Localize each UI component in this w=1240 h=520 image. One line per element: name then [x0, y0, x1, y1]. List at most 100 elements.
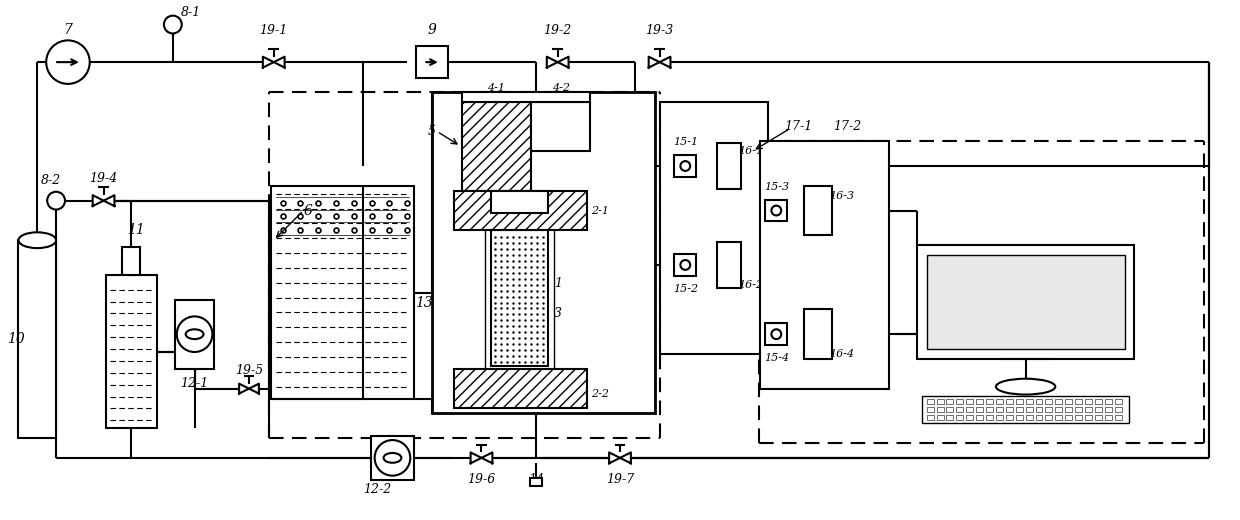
- Bar: [1105, 415, 1112, 420]
- Bar: [976, 407, 983, 412]
- Bar: [675, 254, 696, 276]
- Bar: [1095, 415, 1102, 420]
- Text: 8-1: 8-1: [181, 6, 201, 19]
- Bar: [966, 407, 973, 412]
- Bar: [956, 415, 963, 420]
- Bar: [804, 186, 832, 235]
- Bar: [1055, 399, 1063, 405]
- Bar: [966, 415, 973, 420]
- Bar: [986, 415, 993, 420]
- Bar: [270, 186, 414, 398]
- Bar: [1006, 399, 1013, 405]
- Bar: [921, 396, 1130, 423]
- Polygon shape: [263, 57, 274, 68]
- Bar: [926, 255, 1125, 349]
- Bar: [1035, 399, 1043, 405]
- Polygon shape: [481, 452, 492, 463]
- Bar: [123, 247, 140, 275]
- Bar: [1035, 415, 1043, 420]
- Text: 4-2: 4-2: [552, 83, 569, 93]
- Bar: [916, 245, 1135, 359]
- Bar: [1075, 407, 1083, 412]
- Text: 18: 18: [1014, 293, 1037, 310]
- Bar: [1006, 407, 1013, 412]
- Bar: [1075, 415, 1083, 420]
- Circle shape: [771, 329, 781, 339]
- Polygon shape: [249, 384, 259, 394]
- Bar: [1006, 415, 1013, 420]
- Bar: [19, 240, 56, 438]
- Bar: [1085, 407, 1092, 412]
- Text: 16-4: 16-4: [830, 349, 854, 359]
- Bar: [1095, 407, 1102, 412]
- Circle shape: [177, 316, 212, 352]
- Bar: [454, 191, 588, 230]
- Bar: [717, 144, 740, 189]
- Text: 16-3: 16-3: [830, 191, 854, 201]
- Text: 4-1: 4-1: [487, 83, 506, 93]
- Text: 14: 14: [528, 473, 544, 486]
- Bar: [760, 141, 889, 388]
- Bar: [765, 200, 787, 222]
- Bar: [1085, 415, 1092, 420]
- Bar: [1016, 399, 1023, 405]
- Text: 17-1: 17-1: [784, 120, 812, 133]
- Bar: [996, 407, 1003, 412]
- Bar: [1025, 399, 1033, 405]
- Text: 3: 3: [554, 307, 562, 320]
- Bar: [1065, 399, 1073, 405]
- Bar: [1025, 415, 1033, 420]
- Circle shape: [164, 16, 182, 33]
- Bar: [986, 407, 993, 412]
- Bar: [976, 399, 983, 405]
- Text: 19-7: 19-7: [606, 473, 634, 486]
- Polygon shape: [274, 57, 285, 68]
- Bar: [1055, 415, 1063, 420]
- Bar: [1105, 399, 1112, 405]
- Text: 19-2: 19-2: [543, 24, 572, 37]
- Bar: [946, 415, 954, 420]
- Bar: [491, 230, 548, 366]
- Bar: [1045, 399, 1053, 405]
- Ellipse shape: [19, 232, 56, 248]
- Text: 1: 1: [554, 277, 562, 290]
- Polygon shape: [660, 57, 671, 68]
- Bar: [956, 407, 963, 412]
- Bar: [491, 191, 548, 213]
- Bar: [1065, 407, 1073, 412]
- Text: 15-1: 15-1: [673, 137, 698, 147]
- Text: 12-1: 12-1: [181, 377, 208, 390]
- Bar: [946, 399, 954, 405]
- Text: 19-3: 19-3: [646, 24, 673, 37]
- Bar: [1065, 415, 1073, 420]
- Bar: [1016, 407, 1023, 412]
- Text: 19-6: 19-6: [467, 473, 496, 486]
- Circle shape: [771, 205, 781, 215]
- Polygon shape: [609, 452, 620, 463]
- Polygon shape: [649, 57, 660, 68]
- Bar: [485, 227, 554, 369]
- Bar: [1115, 407, 1122, 412]
- Bar: [1095, 399, 1102, 405]
- Bar: [926, 407, 934, 412]
- Bar: [976, 415, 983, 420]
- Bar: [936, 407, 944, 412]
- Bar: [454, 369, 588, 408]
- Text: 19-5: 19-5: [234, 365, 263, 378]
- Bar: [936, 399, 944, 405]
- Text: 15-4: 15-4: [764, 353, 789, 363]
- Text: 19-4: 19-4: [89, 172, 118, 185]
- Bar: [926, 399, 934, 405]
- Bar: [1085, 399, 1092, 405]
- Bar: [1105, 407, 1112, 412]
- Bar: [1045, 415, 1053, 420]
- Ellipse shape: [996, 379, 1055, 395]
- Text: 10: 10: [6, 332, 25, 346]
- Text: 9: 9: [428, 23, 436, 37]
- Bar: [804, 309, 832, 359]
- Polygon shape: [239, 384, 249, 394]
- Bar: [105, 275, 157, 428]
- Ellipse shape: [383, 453, 402, 463]
- Circle shape: [681, 161, 691, 171]
- Text: 19-1: 19-1: [259, 24, 288, 37]
